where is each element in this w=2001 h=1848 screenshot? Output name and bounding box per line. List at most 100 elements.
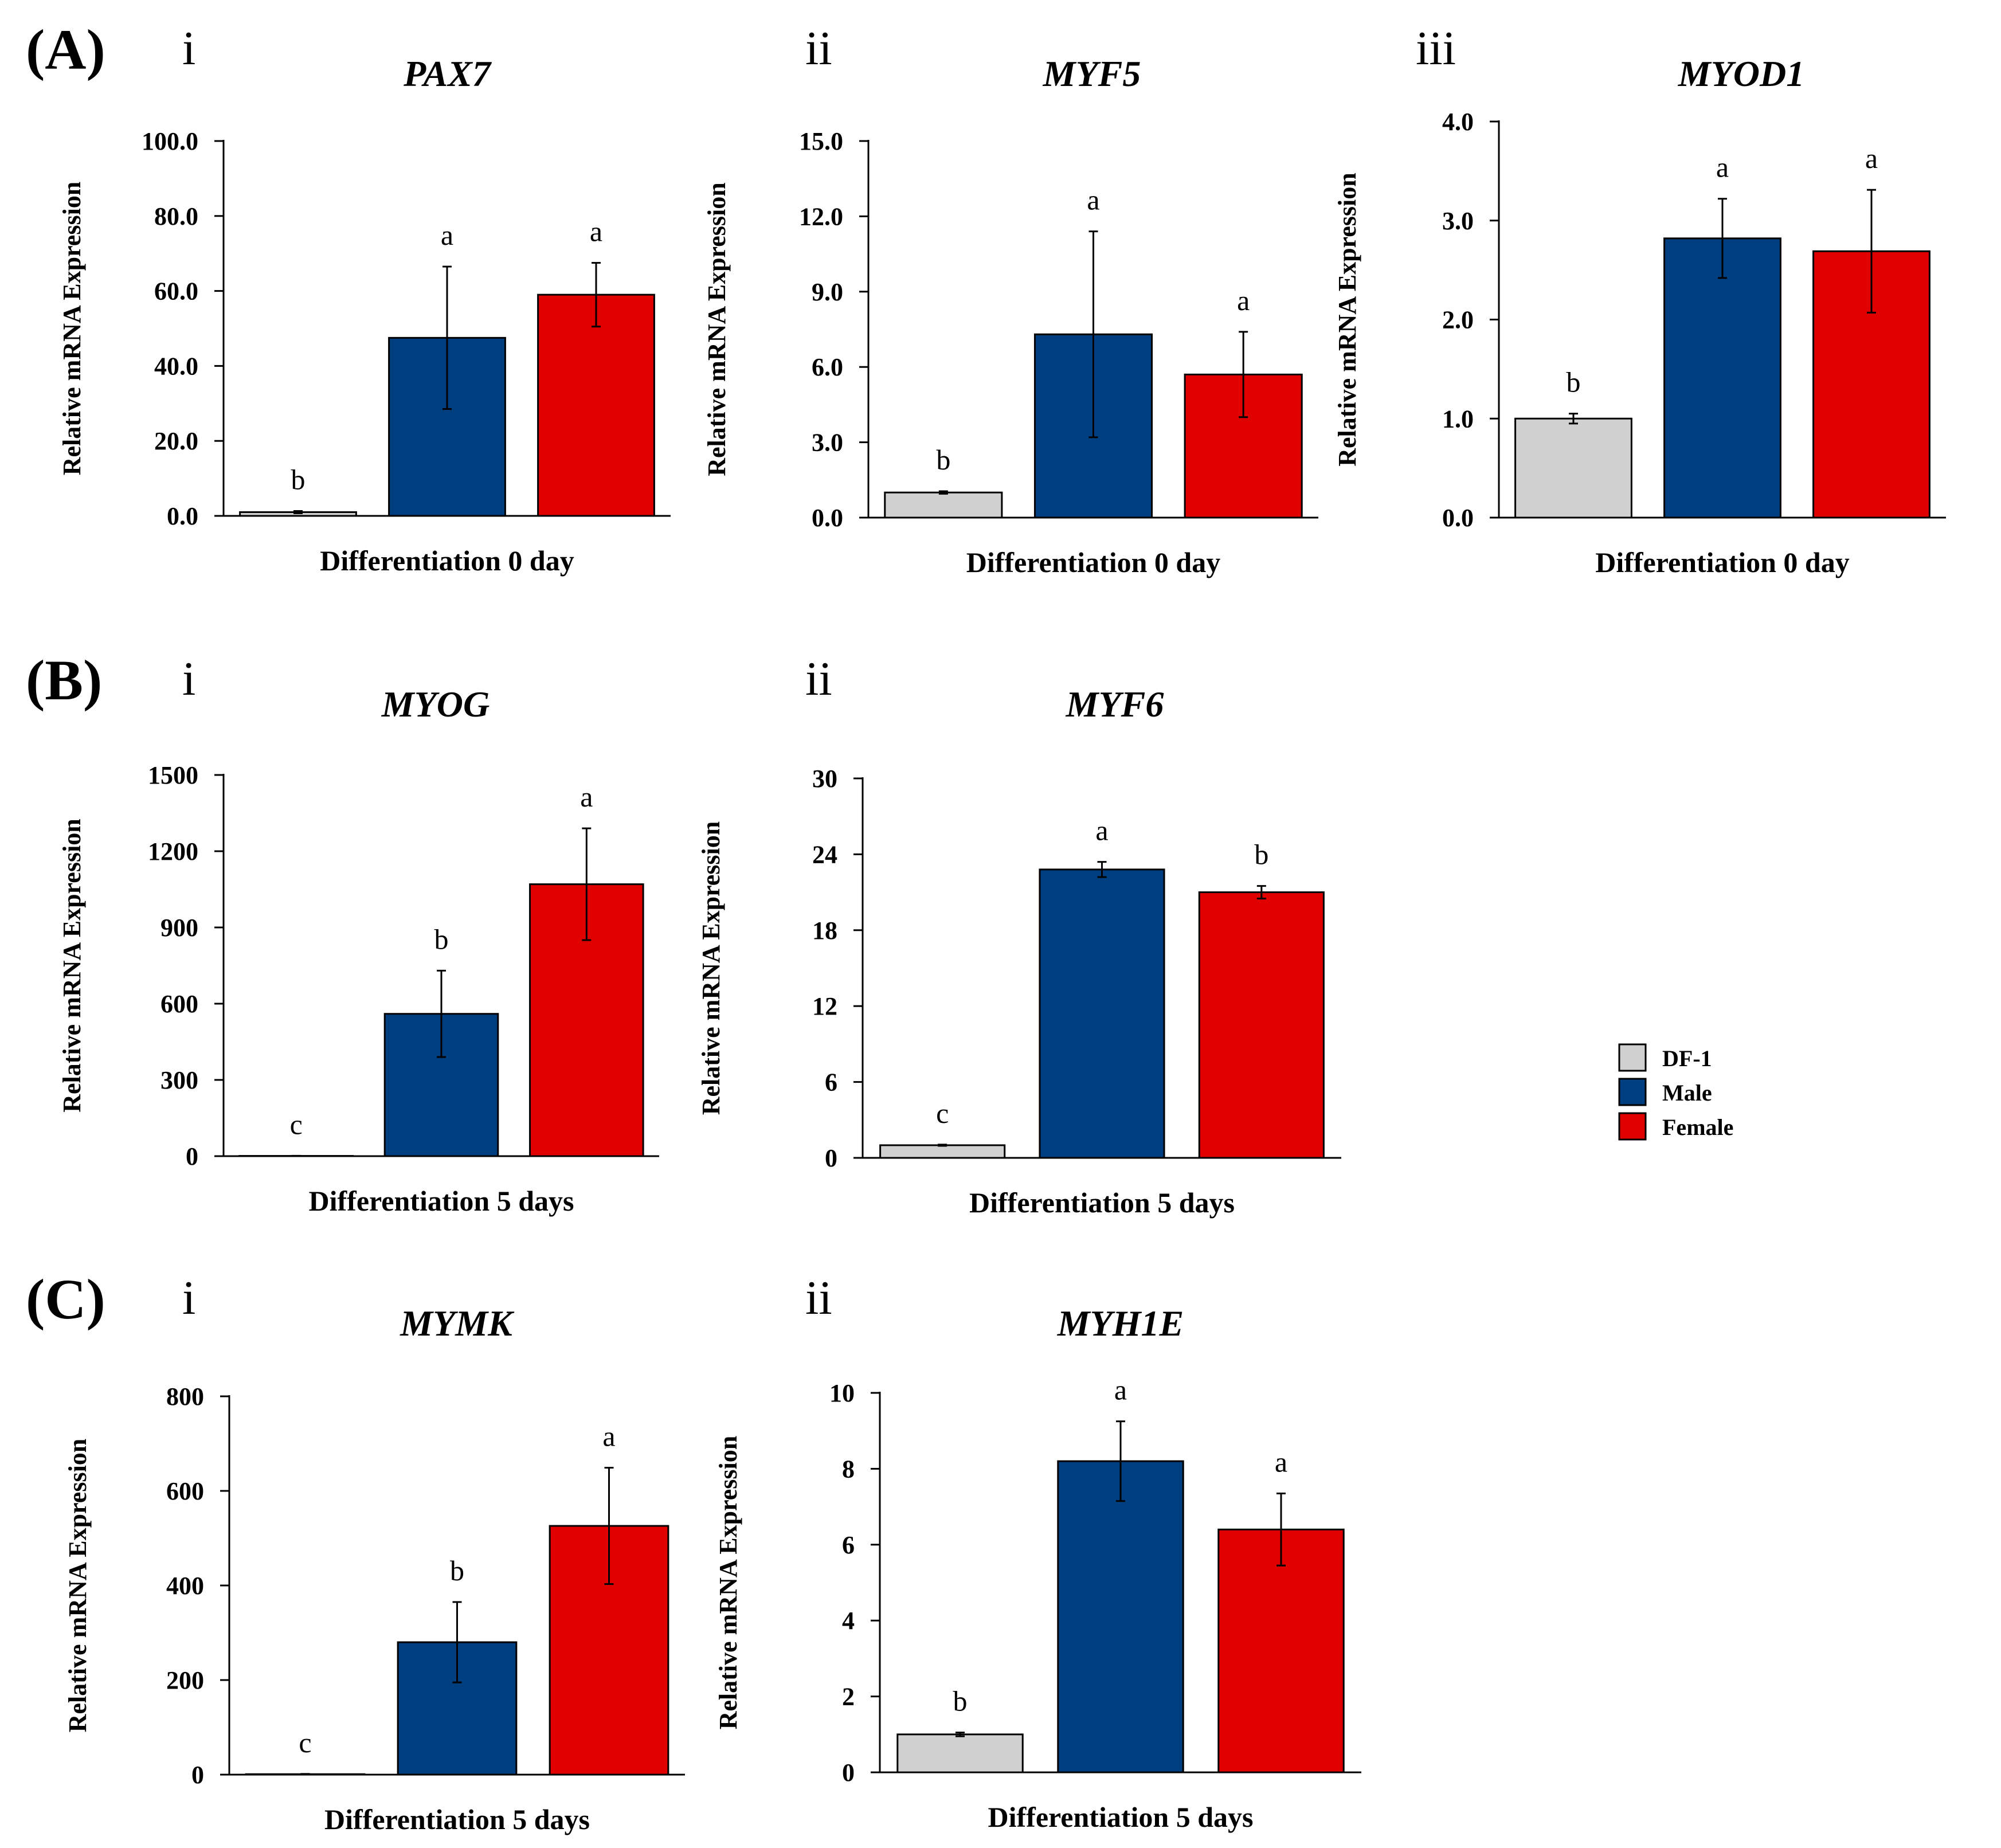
panel-subnumber: ii <box>805 22 832 75</box>
y-axis-label: Relative mRNA Expression <box>58 819 86 1113</box>
y-tick-label: 15.0 <box>799 127 843 155</box>
bar-male <box>1663 237 1781 519</box>
significance-label: b <box>1254 839 1268 871</box>
chart-myog: (B) i MYOG 0 300 600 900 1200 1500 Relative mRNA … <box>26 648 659 1217</box>
significance-label: a <box>1114 1374 1127 1406</box>
significance-label: c <box>299 1726 311 1759</box>
legend-swatch-female <box>1618 1112 1647 1141</box>
chart-myod1: iii MYOD1 0.0 1.0 2.0 3.0 4.0 Relative mRNA Exp… <box>1333 22 1946 578</box>
bar-df-1 <box>879 1144 1006 1159</box>
significance-label: a <box>1237 284 1250 316</box>
y-axis-label: Relative mRNA Expression <box>714 1436 742 1730</box>
bar-male <box>397 1641 518 1776</box>
y-tick-label: 100.0 <box>142 127 198 155</box>
y-tick-label: 0 <box>825 1144 837 1172</box>
y-tick-label: 4 <box>842 1607 855 1635</box>
panel-letter: (B) <box>26 648 102 712</box>
chart-title: MYMK <box>400 1303 515 1344</box>
y-tick-label: 3.0 <box>1442 207 1474 235</box>
bar-male <box>1057 1460 1184 1773</box>
panel-letter: (A) <box>26 18 105 81</box>
x-axis-label: Differentiation 5 days <box>988 1801 1254 1833</box>
significance-label: a <box>1865 142 1878 174</box>
bar-male <box>1039 868 1165 1159</box>
x-axis-label: Differentiation 0 day <box>1595 546 1849 578</box>
significance-label: c <box>290 1108 303 1140</box>
significance-label: a <box>1275 1446 1287 1478</box>
y-tick-label: 0 <box>842 1759 855 1787</box>
y-tick-label: 9.0 <box>812 278 843 306</box>
panel-subnumber: ii <box>805 652 832 706</box>
significance-label: b <box>450 1555 464 1587</box>
y-tick-label: 20.0 <box>154 427 198 455</box>
x-axis-label: Differentiation 0 day <box>320 545 574 577</box>
y-tick-label: 6 <box>842 1531 855 1559</box>
panel-subnumber: i <box>182 1271 195 1325</box>
significance-label: b <box>1567 366 1581 398</box>
legend-swatch-male <box>1618 1078 1647 1106</box>
y-tick-label: 900 <box>160 914 198 942</box>
panel-subnumber: i <box>182 22 195 75</box>
y-axis-label: Relative mRNA Expression <box>703 182 731 476</box>
y-tick-label: 0 <box>191 1761 204 1789</box>
chart-title: MYF5 <box>1043 53 1141 94</box>
chart-myf5: ii MYF5 0.0 3.0 6.0 9.0 12.0 15.0 Relative mRNA … <box>703 22 1318 578</box>
panel-subnumber: i <box>182 652 195 706</box>
panel-letter: (C) <box>26 1267 105 1331</box>
significance-label: a <box>1095 815 1108 847</box>
legend-label: DF-1 <box>1662 1046 1712 1071</box>
chart-title: MYOG <box>381 684 490 725</box>
chart-myf6: ii MYF6 0 6 12 18 24 30 Relative mRNA Expression… <box>697 652 1341 1219</box>
panel-subnumber: iii <box>1416 22 1456 75</box>
y-tick-label: 200 <box>166 1666 204 1694</box>
significance-label: b <box>291 463 306 495</box>
significance-label: b <box>936 444 950 476</box>
y-tick-label: 4.0 <box>1442 108 1474 136</box>
y-tick-label: 0.0 <box>812 504 843 532</box>
legend-swatch-df-1 <box>1618 1043 1647 1072</box>
y-tick-label: 30 <box>812 765 837 793</box>
legend-label: Female <box>1662 1114 1733 1140</box>
x-axis-label: Differentiation 0 day <box>966 546 1220 578</box>
bar-female <box>1198 891 1325 1159</box>
y-tick-label: 8 <box>842 1455 855 1483</box>
significance-label: a <box>1087 184 1099 216</box>
y-tick-label: 2 <box>842 1683 855 1711</box>
significance-label: c <box>936 1097 949 1129</box>
y-tick-label: 12.0 <box>799 202 843 230</box>
y-axis-label: Relative mRNA Expression <box>1333 173 1361 467</box>
chart-pax7: (A) i PAX7 0.0 20.0 40.0 60.0 80.0 100.0 Relative… <box>26 18 671 577</box>
y-tick-label: 6.0 <box>812 353 843 381</box>
chart-title: PAX7 <box>403 53 492 94</box>
significance-label: a <box>1716 151 1729 183</box>
bar-female <box>537 293 655 517</box>
y-tick-label: 1500 <box>148 761 198 789</box>
significance-label: b <box>953 1685 968 1717</box>
significance-label: a <box>441 219 453 251</box>
chart-title: MYH1E <box>1057 1303 1184 1344</box>
y-tick-label: 10 <box>829 1379 855 1407</box>
legend: DF-1 Male Female <box>1618 1043 1733 1141</box>
y-axis-label: Relative mRNA Expression <box>58 182 86 476</box>
chart-title: MYF6 <box>1066 684 1164 725</box>
bar-df-1 <box>1514 417 1632 519</box>
y-tick-label: 60.0 <box>154 277 198 306</box>
y-tick-label: 80.0 <box>154 202 198 230</box>
significance-label: a <box>602 1420 615 1452</box>
y-tick-label: 1200 <box>148 837 198 866</box>
bar-df-1 <box>884 491 1003 519</box>
significance-label: b <box>434 923 449 955</box>
y-tick-label: 600 <box>160 990 198 1018</box>
y-tick-label: 0.0 <box>167 502 198 530</box>
y-tick-label: 800 <box>166 1383 204 1411</box>
panel-subnumber: ii <box>805 1271 832 1325</box>
bar-female <box>1217 1528 1345 1773</box>
significance-label: a <box>580 781 593 813</box>
y-tick-label: 0 <box>186 1142 198 1170</box>
y-tick-label: 300 <box>160 1066 198 1094</box>
y-tick-label: 0.0 <box>1442 504 1474 532</box>
legend-label: Male <box>1662 1080 1712 1106</box>
y-axis-label: Relative mRNA Expression <box>64 1439 92 1733</box>
y-tick-label: 1.0 <box>1442 405 1474 433</box>
